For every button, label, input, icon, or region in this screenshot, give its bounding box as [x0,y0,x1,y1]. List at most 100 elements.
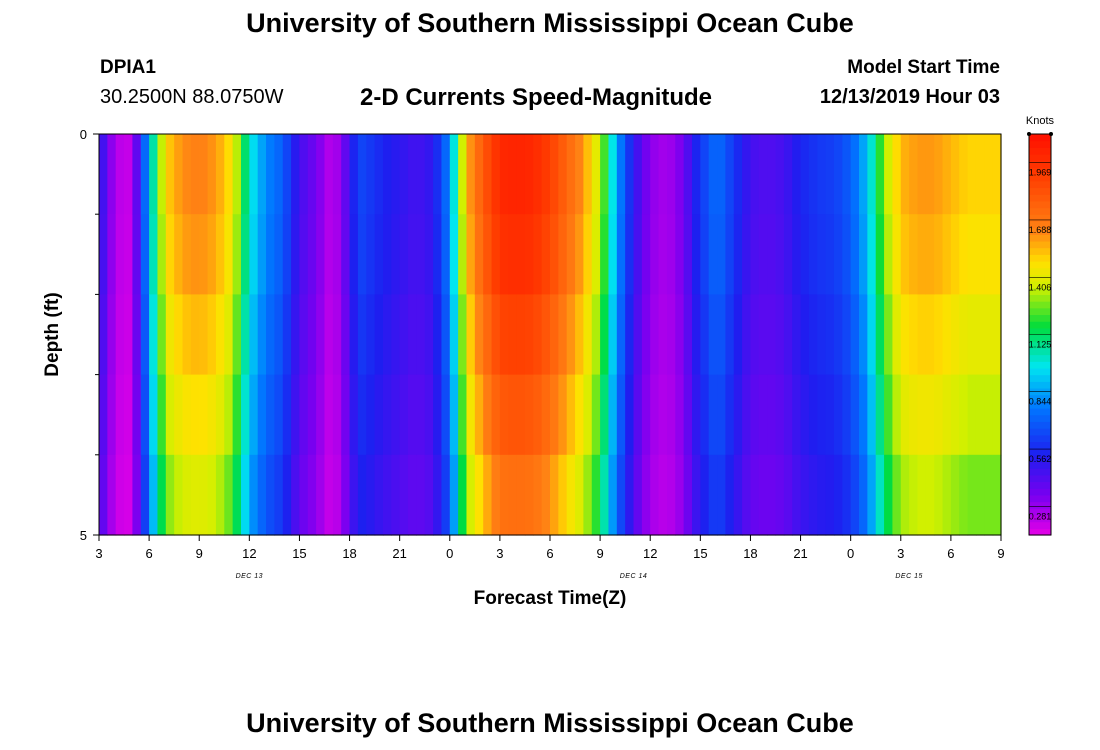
heatmap-cell [566,454,576,536]
heatmap-cell [666,134,676,215]
heatmap-cell [666,454,676,536]
heatmap-cell [115,134,125,215]
heatmap-cell [600,374,610,456]
heatmap-cell [800,294,810,376]
heatmap-cell [616,294,626,376]
heatmap-cell [541,134,551,215]
colorbar-tick-label: 1.969 [1029,168,1052,178]
heatmap-cell [775,454,785,536]
heatmap-cell [650,374,660,456]
colorbar-swatch [1029,254,1051,262]
heatmap-cell [575,134,585,215]
heatmap-cell [190,214,200,295]
heatmap-cell [466,214,476,295]
heatmap-cell [232,214,242,295]
heatmap-cell [449,294,459,376]
heatmap-cell [424,374,434,456]
x-tick-label: 21 [793,546,807,561]
heatmap-cell [215,214,225,295]
heatmap-cell [934,294,944,376]
x-tick-label: 6 [546,546,553,561]
heatmap-cell [232,454,242,536]
heatmap-cell [967,214,977,295]
main-title: University of Southern Mississippi Ocean… [246,8,854,38]
heatmap-cell [875,374,885,456]
heatmap-cell [266,214,275,295]
heatmap-cell [633,294,643,376]
heatmap-cell [366,374,376,456]
heatmap-cell [984,374,994,456]
heatmap-cell [107,214,117,295]
heatmap-cell [750,374,760,456]
heatmap-cell [458,454,468,536]
heatmap-cell [499,294,509,376]
heatmap-cell [299,134,309,215]
heatmap-cell [316,134,326,215]
heatmap-cell [291,134,301,215]
heatmap-cell [625,374,635,456]
heatmap-cell [483,214,493,295]
colorbar-swatch [1029,207,1051,215]
heatmap-cell [625,214,635,295]
heatmap-cell [708,374,718,456]
heatmap-cell [458,374,468,456]
heatmap-cell [433,454,443,536]
heatmap-cell [149,214,159,295]
heatmap-cell [909,214,919,295]
heatmap-cell [808,294,818,376]
heatmap-cell [934,214,944,295]
heatmap-cell [792,214,802,295]
colorbar-swatch [1029,347,1051,356]
heatmap-cell [859,374,868,456]
heatmap-cell [842,134,852,215]
heatmap-cell [675,454,685,536]
heatmap-cell [575,374,585,456]
colorbar-swatch [1029,414,1051,422]
heatmap-cell [641,134,651,215]
heatmap-cell [875,454,885,536]
colorbar-swatch [1029,147,1051,155]
heatmap-cell [641,214,651,295]
heatmap-cell [474,454,484,536]
heatmap-cell [566,214,576,295]
heatmap-cell [742,134,752,215]
heatmap-cell [783,454,793,536]
heatmap-cell [316,454,326,536]
heatmap-cell [717,134,726,215]
colorbar-end-dot [1027,132,1031,136]
heatmap-cell [992,214,1002,295]
heatmap-cell [666,374,676,456]
heatmap-cell [658,374,668,456]
heatmap-cell [107,454,117,536]
heatmap-cell [408,294,417,376]
heatmap-cell [483,454,493,536]
colorbar-swatch [1029,307,1051,316]
heatmap-cell [575,214,585,295]
heatmap-cell [299,214,309,295]
heatmap-cell [524,214,534,295]
heatmap-cell [683,134,693,215]
heatmap-cell [199,294,209,376]
heatmap-cell [750,214,760,295]
heatmap-cell [399,374,409,456]
heatmap-cell [499,214,509,295]
heatmap-cell [240,454,250,536]
heatmap-cell [967,294,977,376]
heatmap-cell [975,214,985,295]
x-tick-label: 15 [693,546,707,561]
heatmap-cell [992,454,1002,536]
heatmap-cell [708,294,718,376]
heatmap-cell [616,134,626,215]
heatmap-cell [625,134,635,215]
heatmap-cell [266,134,275,215]
heatmap-cell [975,134,985,215]
heatmap-cell [591,374,601,456]
heatmap-cell [516,214,526,295]
heatmap-cell [984,214,994,295]
heatmap-cell [942,294,952,376]
heatmap-cell [875,134,885,215]
heatmap-cell [934,374,944,456]
heatmap-cell [817,134,827,215]
heatmap-cell [240,214,250,295]
heatmap-cell [508,294,518,376]
